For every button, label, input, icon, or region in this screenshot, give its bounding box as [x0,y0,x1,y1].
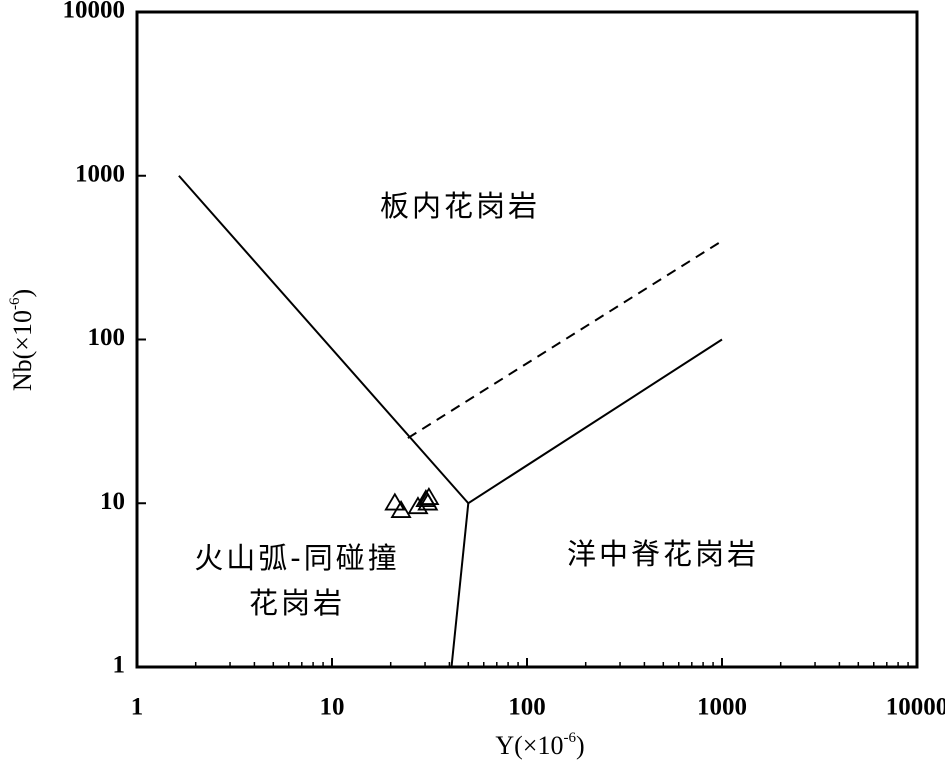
boundary-line [450,503,470,668]
data-point [384,492,406,511]
region-label: 火山弧-同碰撞 [194,541,399,575]
data-point [417,492,439,511]
x-label-text: Y(×10 [495,731,563,760]
x-tick-label: 1000 [697,694,747,721]
y-tick-label: 100 [88,324,126,351]
region-label: 洋中脊花岗岩 [567,537,759,571]
region-label: 板内花岗岩 [380,189,540,223]
x-tick-label: 10000 [886,694,945,721]
boundary-line [407,240,723,439]
data-point [390,499,412,518]
boundary-line [178,175,723,505]
y-tick-label: 10 [100,488,125,515]
data-point [418,487,440,505]
x-tick-label: 100 [508,694,546,721]
x-axis-label: Y(×10-6) [495,730,584,760]
y-tick-label: 1 [113,652,126,679]
x-tick-label: 1 [131,694,144,721]
x-tick-label: 10 [320,694,345,721]
y-label-suffix: ) [8,289,37,298]
x-label-suffix: ) [576,731,585,760]
y-label-sup: -6 [7,297,23,310]
y-axis-label: Nb(×10-6) [7,289,37,391]
y-tick-label: 10000 [63,0,126,24]
x-label-sup: -6 [563,730,576,746]
region-label: 花岗岩 [249,586,345,620]
y-tick-label: 1000 [75,160,125,187]
y-label-text: Nb(×10 [8,310,37,391]
